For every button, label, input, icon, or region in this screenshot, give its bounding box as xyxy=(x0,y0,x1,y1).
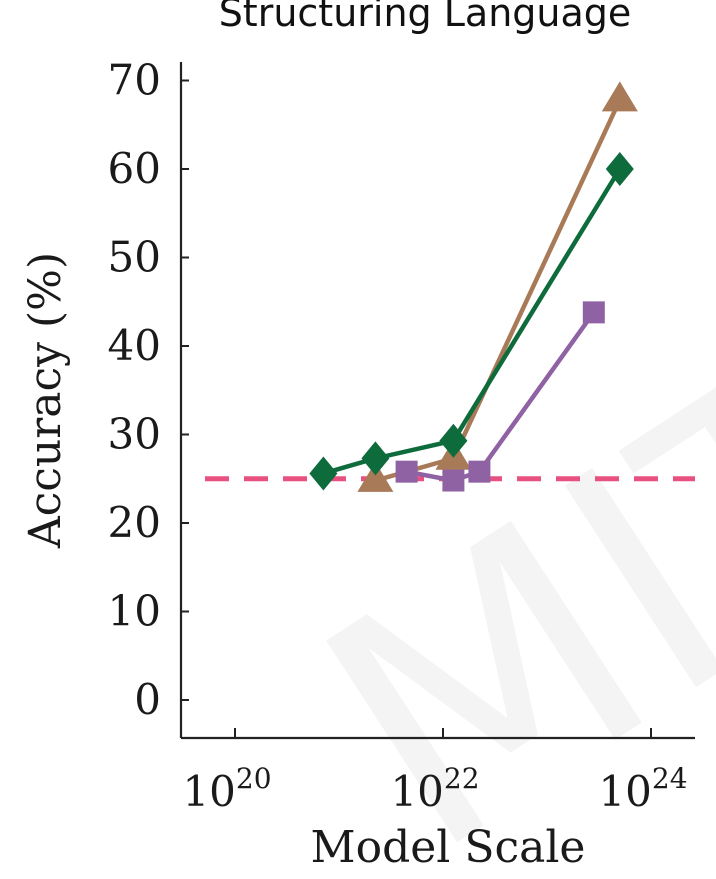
x-tick-label: 1022 xyxy=(390,762,479,816)
y-tick-label: 50 xyxy=(108,233,161,282)
y-tick-label: 30 xyxy=(108,410,161,459)
y-tick-label: 0 xyxy=(134,675,161,724)
x-tick-label: 1020 xyxy=(182,762,271,816)
green-diamond-series xyxy=(309,152,634,491)
triangle-marker xyxy=(357,461,394,492)
x-axis-label: Model Scale xyxy=(311,822,586,873)
purple-square-series xyxy=(395,301,605,492)
diamond-marker xyxy=(439,423,468,458)
chart-title: Structuring Language xyxy=(219,0,632,35)
diamond-marker xyxy=(309,456,338,491)
y-tick-label: 40 xyxy=(108,321,161,370)
y-tick-label: 10 xyxy=(108,587,161,636)
y-tick-label: 60 xyxy=(108,144,161,193)
square-marker xyxy=(468,460,491,483)
y-tick-label: 70 xyxy=(108,56,161,105)
triangle-marker xyxy=(601,81,638,112)
square-marker xyxy=(582,301,605,324)
series-line xyxy=(322,167,622,476)
diamond-marker xyxy=(605,152,634,186)
square-marker xyxy=(395,460,418,483)
y-axis-label: Accuracy (%) xyxy=(20,252,71,549)
x-tick-label: 1024 xyxy=(598,762,687,816)
diamond-marker xyxy=(361,441,390,476)
square-marker xyxy=(442,469,465,492)
y-tick-label: 20 xyxy=(108,498,161,547)
series-line xyxy=(406,311,596,483)
